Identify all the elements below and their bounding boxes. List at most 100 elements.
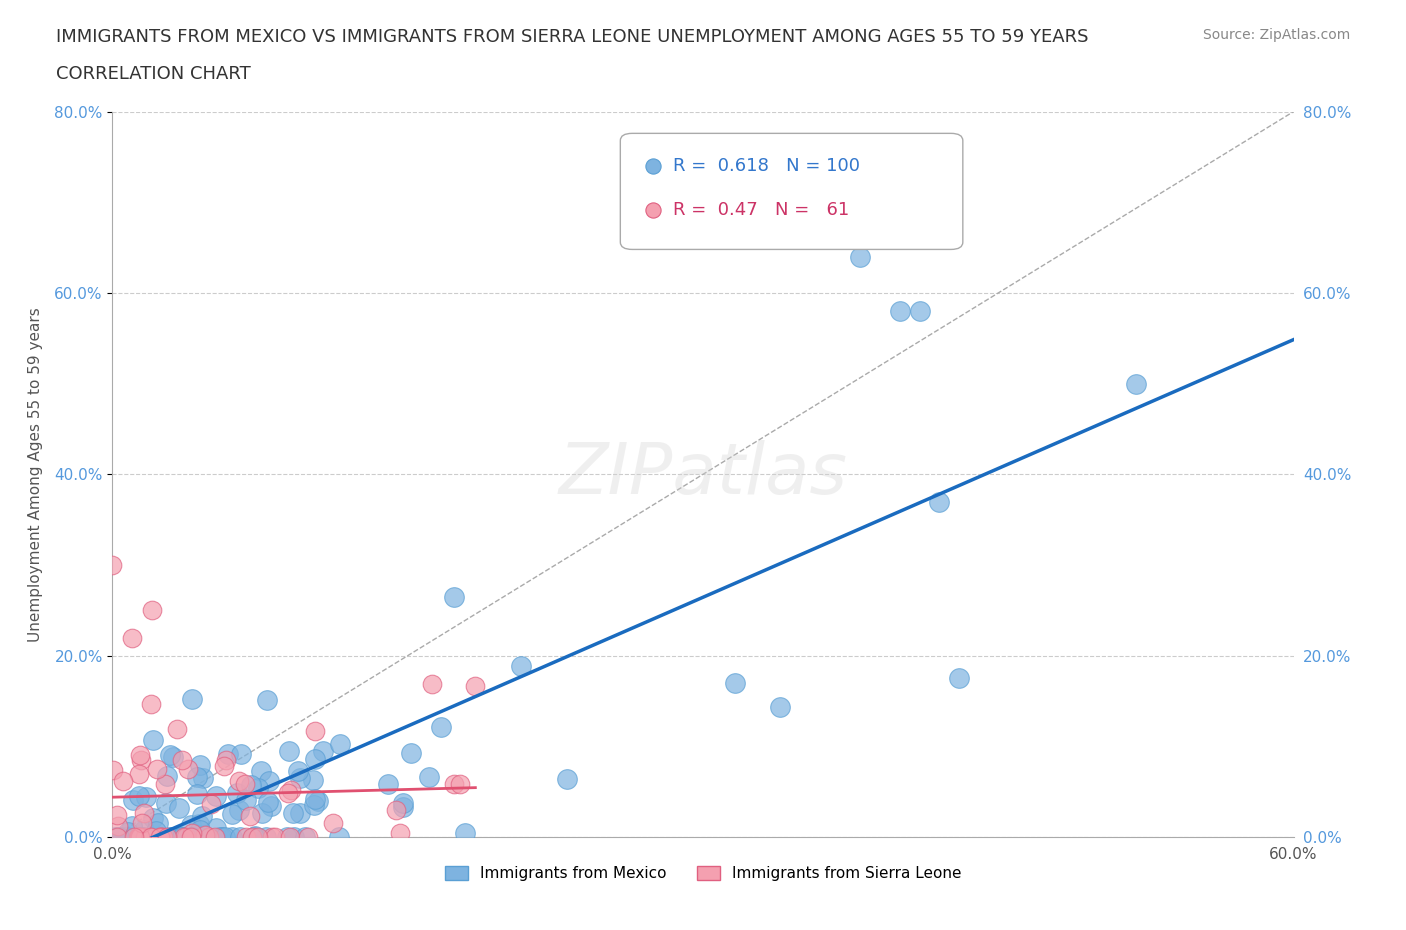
Immigrants from Mexico <box>211 830 233 844</box>
Immigrants from Mexico <box>135 790 157 804</box>
Immigrants from Mexico <box>117 824 139 839</box>
Immigrants from Sierra Leone <box>149 830 172 844</box>
Text: Source: ZipAtlas.com: Source: ZipAtlas.com <box>1202 28 1350 42</box>
Immigrants from Mexico <box>329 737 352 751</box>
Text: ZIPatlas: ZIPatlas <box>558 440 848 509</box>
Immigrants from Sierra Leone <box>240 830 263 844</box>
Immigrants from Mexico <box>849 249 872 264</box>
Immigrants from Sierra Leone <box>121 631 143 645</box>
Text: R =  0.47   N =   61: R = 0.47 N = 61 <box>673 201 849 219</box>
Immigrants from Mexico <box>167 801 190 816</box>
Immigrants from Mexico <box>235 792 257 807</box>
Text: CORRELATION CHART: CORRELATION CHART <box>56 65 252 83</box>
Immigrants from Mexico <box>111 830 134 844</box>
Immigrants from Mexico <box>250 764 273 778</box>
Immigrants from Sierra Leone <box>129 752 152 767</box>
Immigrants from Sierra Leone <box>262 830 284 844</box>
Immigrants from Mexico <box>259 773 281 788</box>
Immigrants from Sierra Leone <box>134 830 156 844</box>
Immigrants from Mexico <box>142 811 165 826</box>
Immigrants from Sierra Leone <box>280 783 302 798</box>
Immigrants from Mexico <box>256 693 278 708</box>
Immigrants from Mexico <box>121 792 143 807</box>
Immigrants from Mexico <box>509 659 531 674</box>
Point <box>1002 0 1025 6</box>
Immigrants from Sierra Leone <box>166 722 188 737</box>
Immigrants from Mexico <box>188 823 211 838</box>
Immigrants from Sierra Leone <box>101 558 124 573</box>
Immigrants from Mexico <box>294 830 316 844</box>
Immigrants from Mexico <box>283 830 305 844</box>
Immigrants from Mexico <box>399 746 422 761</box>
Immigrants from Mexico <box>159 830 181 844</box>
Immigrants from Mexico <box>145 824 167 839</box>
Immigrants from Sierra Leone <box>277 785 299 800</box>
Immigrants from Mexico <box>115 830 138 844</box>
Immigrants from Sierra Leone <box>181 825 204 840</box>
Immigrants from Mexico <box>278 743 301 758</box>
Immigrants from Sierra Leone <box>176 830 198 844</box>
Immigrants from Mexico <box>121 818 143 833</box>
Immigrants from Sierra Leone <box>322 816 344 830</box>
Immigrants from Mexico <box>204 820 226 835</box>
Immigrants from Mexico <box>191 809 214 824</box>
Immigrants from Mexico <box>162 750 184 764</box>
Immigrants from Sierra Leone <box>132 805 155 820</box>
Immigrants from Mexico <box>117 830 139 844</box>
Immigrants from Sierra Leone <box>105 830 128 844</box>
Immigrants from Mexico <box>159 748 181 763</box>
FancyBboxPatch shape <box>620 133 963 249</box>
Immigrants from Sierra Leone <box>129 830 152 844</box>
Immigrants from Mexico <box>889 303 911 318</box>
Immigrants from Mexico <box>243 830 266 844</box>
Immigrants from Sierra Leone <box>131 816 153 830</box>
Immigrants from Sierra Leone <box>215 752 238 767</box>
Immigrants from Sierra Leone <box>304 724 326 738</box>
Point <box>1002 46 1025 60</box>
Immigrants from Sierra Leone <box>235 830 257 844</box>
Immigrants from Sierra Leone <box>239 809 262 824</box>
Immigrants from Mexico <box>214 830 236 844</box>
Immigrants from Sierra Leone <box>233 777 256 791</box>
Immigrants from Sierra Leone <box>141 603 163 618</box>
Immigrants from Mexico <box>162 830 184 844</box>
Immigrants from Mexico <box>134 823 156 838</box>
Immigrants from Mexico <box>301 773 323 788</box>
Immigrants from Sierra Leone <box>152 830 174 844</box>
Immigrants from Sierra Leone <box>204 830 226 844</box>
Immigrants from Mexico <box>307 794 329 809</box>
Immigrants from Mexico <box>221 830 243 844</box>
Y-axis label: Unemployment Among Ages 55 to 59 years: Unemployment Among Ages 55 to 59 years <box>28 307 44 642</box>
Immigrants from Mexico <box>304 798 326 813</box>
Immigrants from Sierra Leone <box>146 761 169 776</box>
Immigrants from Mexico <box>250 805 273 820</box>
Immigrants from Sierra Leone <box>464 679 486 694</box>
Immigrants from Sierra Leone <box>246 830 269 844</box>
Legend: Immigrants from Mexico, Immigrants from Sierra Leone: Immigrants from Mexico, Immigrants from … <box>439 860 967 887</box>
Immigrants from Mexico <box>377 777 399 791</box>
Immigrants from Sierra Leone <box>200 797 222 812</box>
Immigrants from Sierra Leone <box>139 697 162 711</box>
Immigrants from Mexico <box>108 830 131 844</box>
Immigrants from Sierra Leone <box>194 827 217 842</box>
Immigrants from Mexico <box>180 817 202 832</box>
Immigrants from Mexico <box>290 805 312 820</box>
Immigrants from Mexico <box>186 786 208 801</box>
Immigrants from Mexico <box>928 494 950 509</box>
Immigrants from Mexico <box>170 830 193 844</box>
Immigrants from Sierra Leone <box>180 830 202 844</box>
Immigrants from Mexico <box>156 768 179 783</box>
Immigrants from Mexico <box>555 772 578 787</box>
Immigrants from Mexico <box>104 830 127 844</box>
Immigrants from Sierra Leone <box>122 830 145 844</box>
Immigrants from Sierra Leone <box>297 830 319 844</box>
Immigrants from Mexico <box>155 796 177 811</box>
Immigrants from Mexico <box>208 830 231 844</box>
Immigrants from Mexico <box>128 789 150 804</box>
Immigrants from Mexico <box>181 691 204 706</box>
Immigrants from Mexico <box>724 675 747 690</box>
Immigrants from Sierra Leone <box>176 762 198 777</box>
Text: R =  0.618   N = 100: R = 0.618 N = 100 <box>673 157 860 175</box>
Immigrants from Mexico <box>769 699 792 714</box>
Immigrants from Sierra Leone <box>228 774 250 789</box>
